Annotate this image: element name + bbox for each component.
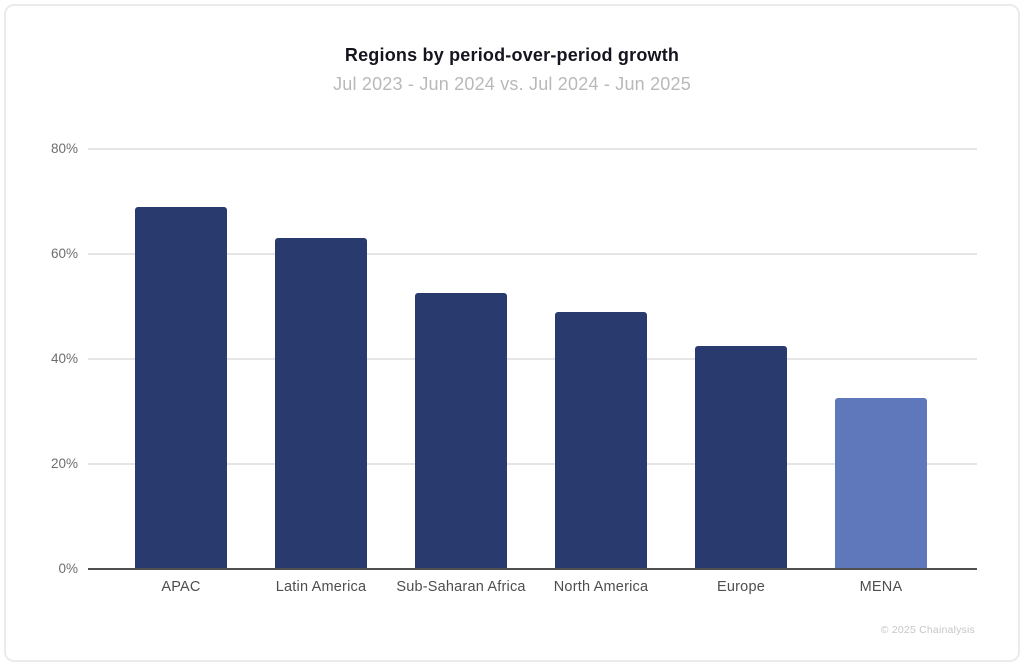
x-axis-label-mena: MENA [859,579,903,595]
gridline-40 [88,358,977,360]
x-axis-label-apac: APAC [161,579,201,595]
bar-slot-mena [811,149,951,569]
chart-title: Regions by period-over-period growth [344,45,680,65]
x-axis-label-latin-america: Latin America [275,579,367,595]
bar-europe [695,345,787,569]
y-axis-tick-label-20: 20% [50,456,78,471]
bar-slot-apac [111,149,251,569]
y-axis-tick-label-80: 80% [50,141,78,156]
y-axis-tick-label-40: 40% [50,351,78,366]
y-axis-tick-label-60: 60% [50,246,78,261]
bar-slot-latin-america [251,149,391,569]
bar-slot-north-america [531,149,671,569]
bar-apac [135,206,227,569]
gridline-80 [88,148,977,150]
x-axis-line [88,568,977,570]
y-axis-tick-label-0: 0% [58,561,78,576]
copyright-notice: © 2025 Chainalysis [880,624,975,636]
bar-slot-europe [671,149,811,569]
gridline-60 [88,253,977,255]
bars-group [111,149,951,569]
bar-sub-saharan-africa [415,293,507,569]
bar-latin-america [275,238,367,569]
x-axis-label-north-america: North America [553,579,649,595]
x-axis-label-europe: Europe [717,579,765,595]
plot-area [88,148,977,570]
x-axis: APAC Latin America Sub-Saharan Africa North… [111,579,951,595]
gridline-20 [88,463,977,465]
bar-slot-sub-saharan-africa [391,149,531,569]
chart-subtitle: Jul 2023 - Jun 2024 vs. Jul 2024 - Jun 2… [333,74,691,94]
bar-north-america [555,311,647,569]
bar-mena [835,398,927,569]
x-axis-label-sub-saharan-africa: Sub-Saharan Africa [396,579,526,595]
